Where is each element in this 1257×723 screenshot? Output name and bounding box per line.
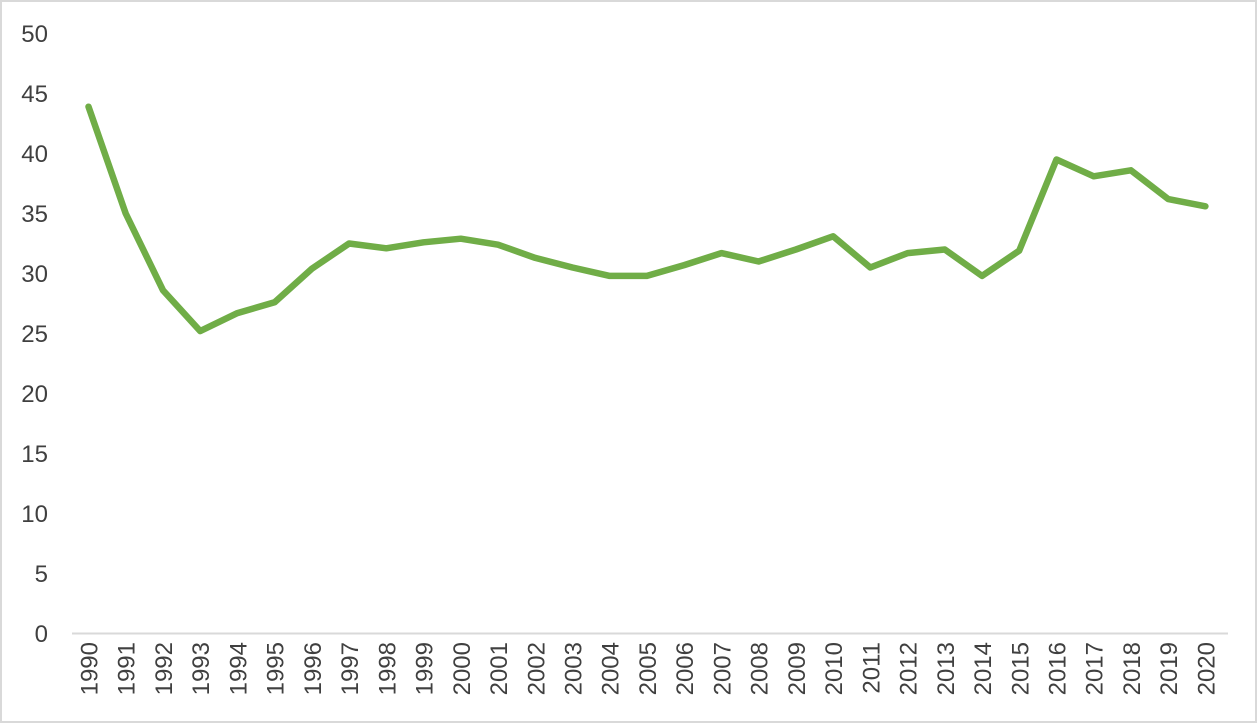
x-tick-label: 2012 bbox=[896, 642, 923, 695]
x-tick-label: 1994 bbox=[225, 642, 252, 695]
y-tick-label: 30 bbox=[21, 261, 48, 288]
x-tick-label: 2009 bbox=[784, 642, 811, 695]
x-tick-label: 2001 bbox=[486, 642, 513, 695]
x-tick-label: 2000 bbox=[449, 642, 476, 695]
y-tick-label: 50 bbox=[21, 21, 48, 48]
x-tick-label: 1992 bbox=[151, 642, 178, 695]
x-tick-label: 2018 bbox=[1119, 642, 1146, 695]
chart-series bbox=[85, 103, 1209, 335]
x-tick-label: 2008 bbox=[747, 642, 774, 695]
x-tick-label: 2014 bbox=[970, 642, 997, 695]
series-line bbox=[85, 103, 1209, 335]
x-tick-label: 2020 bbox=[1193, 642, 1220, 695]
x-tick-label: 2006 bbox=[672, 642, 699, 695]
x-tick-label: 2013 bbox=[933, 642, 960, 695]
x-tick-label: 1993 bbox=[188, 642, 215, 695]
x-tick-label: 2004 bbox=[598, 642, 625, 695]
x-tick-label: 2017 bbox=[1082, 642, 1109, 695]
x-tick-label: 1997 bbox=[337, 642, 364, 695]
x-tick-label: 1998 bbox=[374, 642, 401, 695]
x-tick-label: 2002 bbox=[523, 642, 550, 695]
x-tick-label: 2007 bbox=[709, 642, 736, 695]
y-tick-label: 15 bbox=[21, 441, 48, 468]
x-tick-label: 2003 bbox=[560, 642, 587, 695]
x-tick-label: 1996 bbox=[300, 642, 327, 695]
y-axis-tick-labels: 0 5 10 15 20 25 30 35 40 45 50 bbox=[21, 21, 48, 648]
y-tick-label: 0 bbox=[35, 621, 48, 648]
x-tick-label: 2015 bbox=[1007, 642, 1034, 695]
y-tick-label: 25 bbox=[21, 321, 48, 348]
y-tick-label: 40 bbox=[21, 141, 48, 168]
y-tick-label: 35 bbox=[21, 201, 48, 228]
x-tick-label: 2019 bbox=[1156, 642, 1183, 695]
x-tick-label: 2005 bbox=[635, 642, 662, 695]
x-axis-tick-labels: 1990 1991 1992 1993 1994 1995 1996 1997 1998 1999… bbox=[77, 642, 1221, 695]
y-tick-label: 45 bbox=[21, 81, 48, 108]
x-tick-label: 1999 bbox=[412, 642, 439, 695]
x-tick-label: 1990 bbox=[77, 642, 104, 695]
x-tick-label: 2010 bbox=[821, 642, 848, 695]
y-tick-label: 20 bbox=[21, 381, 48, 408]
x-tick-label: 2011 bbox=[858, 642, 885, 694]
y-tick-label: 5 bbox=[35, 561, 48, 588]
x-tick-label: 2016 bbox=[1044, 642, 1071, 695]
y-tick-label: 10 bbox=[21, 501, 48, 528]
x-tick-label: 1991 bbox=[114, 642, 141, 695]
x-tick-label: 1995 bbox=[263, 642, 290, 695]
